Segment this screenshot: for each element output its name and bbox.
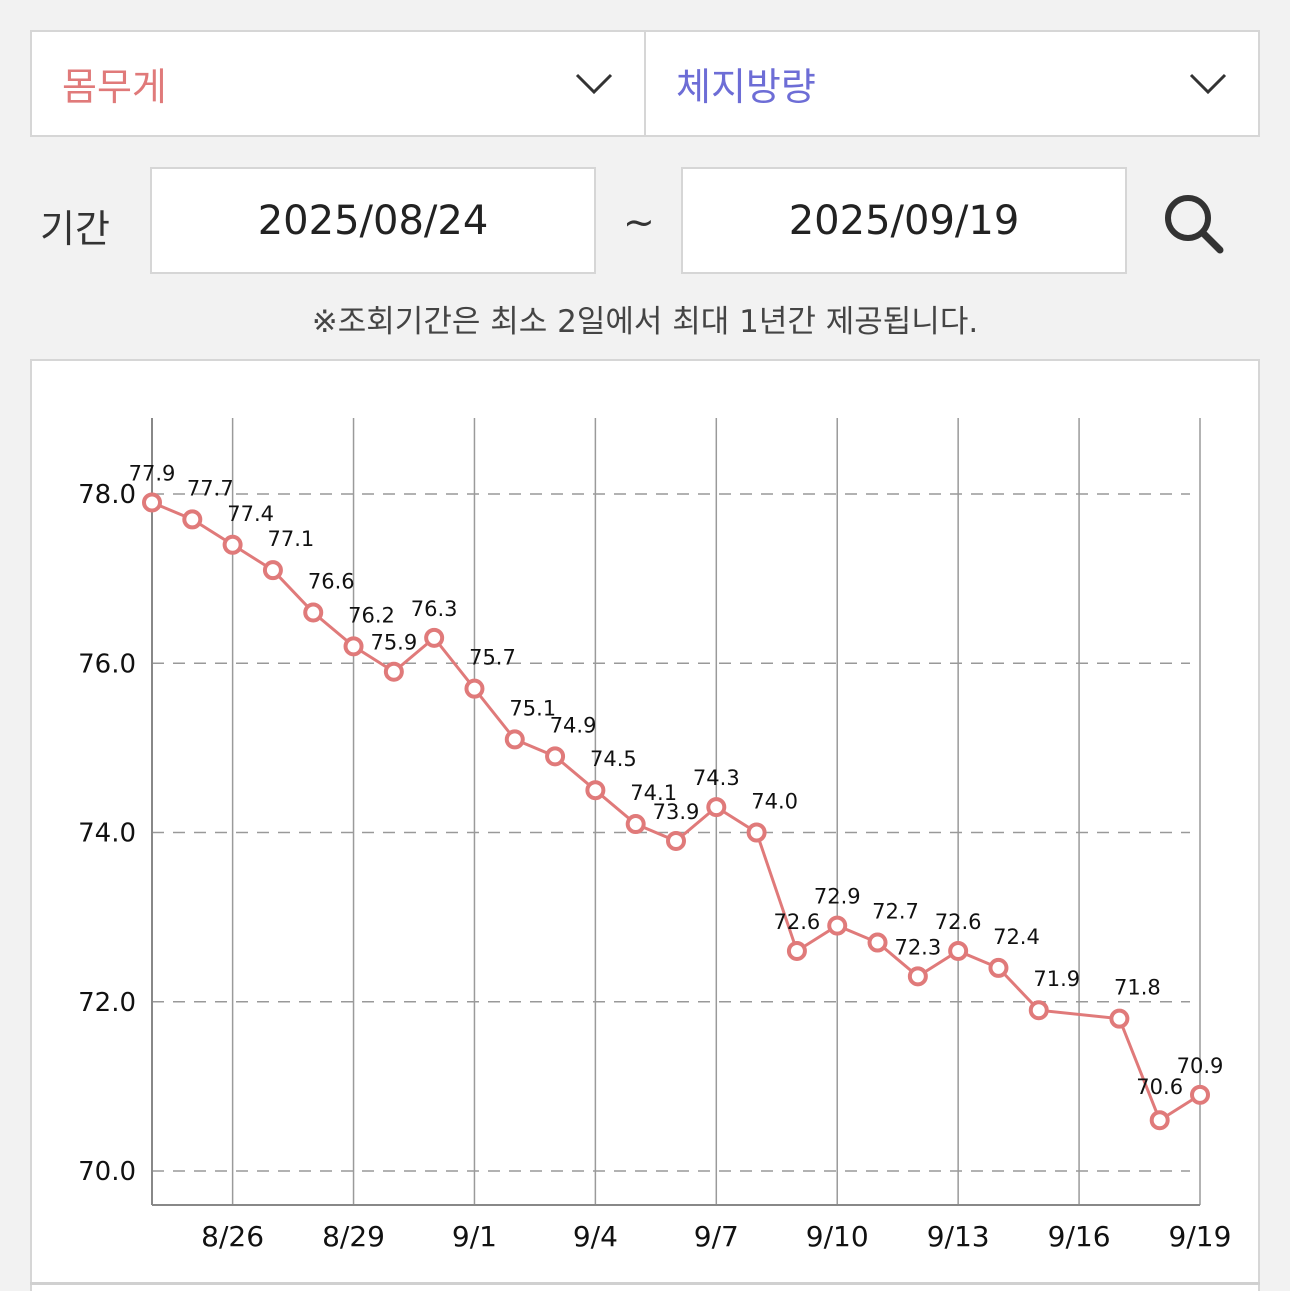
secondary-metric-dropdown[interactable]: 체지방량 bbox=[646, 30, 1260, 137]
data-point bbox=[988, 957, 1009, 978]
data-point bbox=[706, 797, 727, 818]
y-tick-label: 78.0 bbox=[78, 480, 136, 510]
x-tick-label: 9/7 bbox=[694, 1220, 739, 1253]
data-label: 77.1 bbox=[268, 527, 315, 551]
primary-metric-label: 몸무게 bbox=[62, 65, 167, 109]
x-tick-label: 9/1 bbox=[452, 1220, 497, 1253]
data-label: 76.6 bbox=[308, 569, 355, 593]
data-point bbox=[545, 746, 566, 767]
y-tick-label: 72.0 bbox=[78, 988, 136, 1018]
data-label: 75.7 bbox=[469, 646, 516, 670]
search-icon[interactable] bbox=[1160, 190, 1226, 256]
data-point bbox=[1149, 1110, 1170, 1131]
y-tick-label: 70.0 bbox=[78, 1157, 136, 1187]
data-label: 72.4 bbox=[993, 925, 1040, 949]
data-point bbox=[262, 560, 283, 581]
data-label: 77.9 bbox=[129, 461, 176, 485]
data-point bbox=[625, 814, 646, 835]
data-label: 72.3 bbox=[894, 935, 941, 959]
data-label: 74.9 bbox=[550, 713, 597, 737]
data-point bbox=[1028, 1000, 1049, 1021]
end-date-field[interactable]: 2025/09/19 bbox=[681, 167, 1127, 274]
chevron-down-icon bbox=[1189, 73, 1227, 94]
data-point bbox=[746, 822, 767, 843]
secondary-metric-label: 체지방량 bbox=[676, 65, 816, 109]
data-label: 74.3 bbox=[693, 766, 740, 790]
period-label: 기간 bbox=[40, 207, 110, 251]
data-label: 73.9 bbox=[653, 800, 700, 824]
data-point bbox=[827, 915, 848, 936]
data-label: 72.7 bbox=[872, 900, 919, 924]
data-label: 72.6 bbox=[774, 910, 821, 934]
data-point bbox=[343, 636, 364, 657]
data-point bbox=[666, 830, 686, 851]
chart-bottom-divider bbox=[30, 1282, 1260, 1285]
data-point bbox=[907, 966, 928, 987]
x-tick-label: 9/10 bbox=[806, 1220, 869, 1253]
data-label: 71.8 bbox=[1114, 976, 1161, 1000]
y-tick-label: 76.0 bbox=[78, 649, 136, 679]
data-label: 74.5 bbox=[590, 747, 637, 771]
data-point bbox=[303, 602, 324, 623]
data-label: 76.2 bbox=[348, 603, 395, 627]
data-point bbox=[867, 932, 888, 953]
data-label: 70.9 bbox=[1177, 1054, 1224, 1078]
period-notice: ※조회기간은 최소 2일에서 최대 1년간 제공됩니다. bbox=[311, 304, 979, 340]
data-label: 71.9 bbox=[1033, 967, 1080, 991]
x-tick-label: 8/26 bbox=[201, 1220, 264, 1253]
data-point bbox=[464, 678, 485, 699]
x-tick-label: 9/19 bbox=[1169, 1220, 1232, 1253]
x-tick-label: 8/29 bbox=[322, 1220, 385, 1253]
y-tick-label: 74.0 bbox=[78, 819, 136, 849]
data-point bbox=[1190, 1084, 1210, 1105]
chevron-down-icon bbox=[575, 73, 613, 94]
data-point bbox=[786, 940, 807, 961]
data-label: 77.7 bbox=[187, 476, 234, 500]
data-label: 74.0 bbox=[751, 790, 798, 814]
data-label: 76.3 bbox=[411, 597, 458, 621]
data-label: 74.1 bbox=[630, 781, 677, 805]
data-point bbox=[383, 661, 404, 682]
primary-metric-dropdown[interactable]: 몸무게 bbox=[30, 30, 646, 137]
data-point bbox=[222, 534, 243, 555]
data-point bbox=[948, 940, 969, 961]
data-label: 72.6 bbox=[935, 910, 982, 934]
data-point bbox=[504, 729, 525, 750]
data-point bbox=[424, 627, 445, 648]
x-tick-label: 9/16 bbox=[1048, 1220, 1111, 1253]
data-label: 70.6 bbox=[1136, 1075, 1183, 1099]
data-label: 72.9 bbox=[814, 885, 861, 909]
start-date-field[interactable]: 2025/08/24 bbox=[150, 167, 596, 274]
metric-selector-row: 몸무게 체지방량 bbox=[30, 30, 1260, 137]
data-point bbox=[1109, 1008, 1130, 1029]
data-label: 75.1 bbox=[509, 696, 556, 720]
date-range-separator: ~ bbox=[623, 200, 655, 244]
data-point bbox=[142, 492, 162, 513]
x-tick-label: 9/13 bbox=[927, 1220, 990, 1253]
x-tick-label: 9/4 bbox=[573, 1220, 618, 1253]
data-point bbox=[585, 780, 606, 801]
data-label: 77.4 bbox=[227, 502, 274, 526]
data-label: 75.9 bbox=[370, 631, 417, 655]
data-point bbox=[182, 509, 203, 530]
